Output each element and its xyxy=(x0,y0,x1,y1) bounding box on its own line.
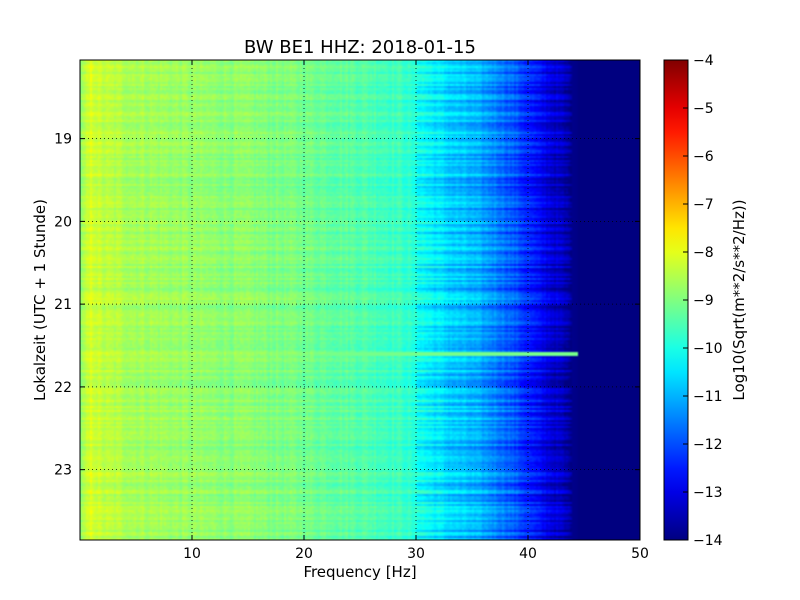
x-axis-label: Frequency [Hz] xyxy=(303,563,416,581)
colorbar-tick-label: −5 xyxy=(693,101,714,117)
x-tick-label: 30 xyxy=(407,546,425,562)
y-axis-label: Lokalzeit (UTC + 1 Stunde) xyxy=(31,199,49,401)
y-tick-label: 22 xyxy=(54,380,72,396)
chart-title: BW BE1 HHZ: 2018-01-15 xyxy=(244,37,476,58)
colorbar-tick-label: −8 xyxy=(693,245,714,261)
y-tick-label: 21 xyxy=(54,297,72,313)
colorbar-label: Log10(Sqrt(m**2/s**2/Hz)) xyxy=(730,199,748,400)
colorbar-ticks: −4 −5 −6 −7 −8 −9 −10 −11 −12 −13 −14 xyxy=(683,53,723,549)
x-tick-label: 40 xyxy=(519,546,537,562)
y-tick-label: 23 xyxy=(54,463,72,479)
grid-lines xyxy=(80,60,640,540)
colorbar-tick-label: −9 xyxy=(693,293,714,309)
y-tick-label: 19 xyxy=(54,132,72,148)
colorbar-tick-label: −13 xyxy=(693,485,723,501)
y-tick-label: 20 xyxy=(54,214,72,230)
x-tick-label: 10 xyxy=(183,546,201,562)
colorbar-tick-label: −12 xyxy=(693,437,723,453)
colorbar-tick-label: −4 xyxy=(693,53,714,69)
plot-frame xyxy=(79,59,641,541)
x-tick-label: 20 xyxy=(295,546,313,562)
colorbar-tick-label: −7 xyxy=(693,197,714,213)
colorbar-tick-label: −6 xyxy=(693,149,714,165)
colorbar-tick-label: −10 xyxy=(693,341,723,357)
y-axis-ticks: 19 20 21 22 23 xyxy=(54,132,640,479)
x-axis-ticks: 10 20 30 40 50 xyxy=(183,60,649,562)
colorbar-tick-label: −14 xyxy=(693,533,723,549)
x-tick-label: 50 xyxy=(631,546,649,562)
colorbar-tick-label: −11 xyxy=(693,389,723,405)
spectrogram-heatmap xyxy=(80,60,640,540)
